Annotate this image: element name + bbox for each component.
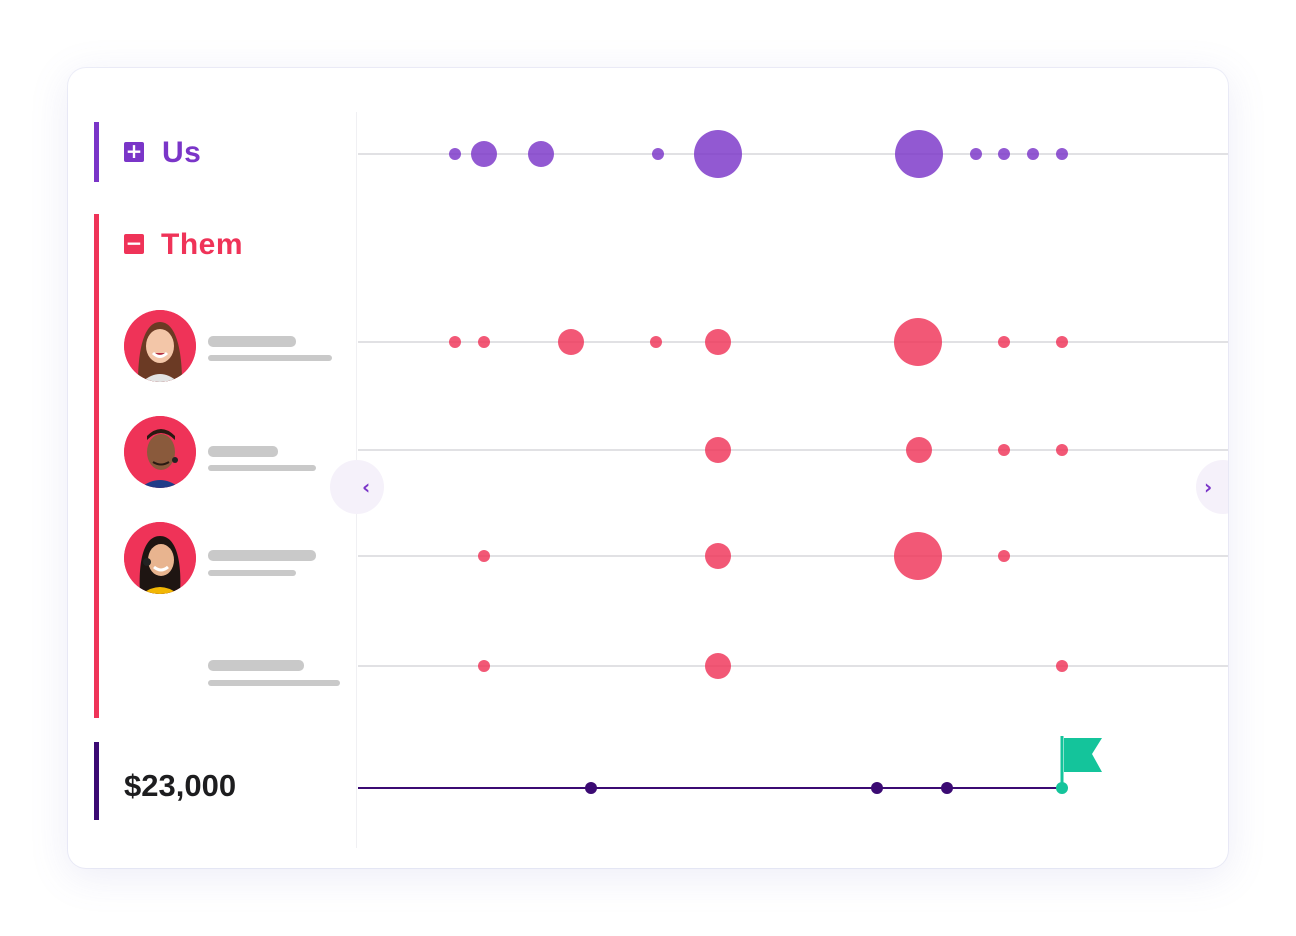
activity-dot[interactable]: [970, 148, 982, 160]
activity-dot[interactable]: [998, 148, 1010, 160]
activity-dot[interactable]: [998, 550, 1010, 562]
activity-dot[interactable]: [705, 653, 731, 679]
activity-dot[interactable]: [652, 148, 664, 160]
activity-dot[interactable]: [558, 329, 584, 355]
plus-square-icon[interactable]: +: [124, 139, 144, 163]
us-group-indicator: [94, 122, 99, 182]
activity-dot[interactable]: [1056, 444, 1068, 456]
activity-dot[interactable]: [705, 437, 731, 463]
activity-dot[interactable]: [478, 660, 490, 672]
activity-dot[interactable]: [1056, 148, 1068, 160]
detail-placeholder: [208, 570, 296, 576]
activity-dot[interactable]: [478, 550, 490, 562]
activity-dot[interactable]: [449, 336, 461, 348]
participants-panel: + Us − Them: [68, 68, 356, 868]
them-group-title[interactable]: Them: [161, 228, 244, 261]
avatar-person-1: [124, 310, 196, 382]
activity-timeline: [358, 130, 1228, 794]
activity-dot[interactable]: [1027, 148, 1039, 160]
activity-dot[interactable]: [894, 318, 942, 366]
activity-dot[interactable]: [998, 444, 1010, 456]
activity-dot[interactable]: [471, 141, 497, 167]
activity-dot[interactable]: [705, 329, 731, 355]
avatar-person-2: [124, 416, 196, 488]
activity-dot[interactable]: [906, 437, 932, 463]
activity-dot[interactable]: [478, 336, 490, 348]
detail-placeholder: [208, 465, 316, 471]
chevron-left-icon[interactable]: ‹: [330, 460, 384, 514]
goal-dot: [1056, 782, 1068, 794]
milestone-dot[interactable]: [871, 782, 883, 794]
minus-square-icon[interactable]: −: [124, 231, 144, 255]
activity-dot[interactable]: [1056, 660, 1068, 672]
us-group-title[interactable]: Us: [162, 136, 202, 169]
activity-dot[interactable]: [650, 336, 662, 348]
activity-dot[interactable]: [895, 130, 943, 178]
avatar-person-3: [124, 522, 196, 594]
activity-dot[interactable]: [998, 336, 1010, 348]
name-placeholder: [208, 446, 278, 457]
detail-placeholder: [208, 355, 332, 361]
goal-flag-icon: [1064, 738, 1102, 772]
detail-placeholder: [208, 680, 340, 686]
activity-dot[interactable]: [705, 543, 731, 569]
milestone-dot[interactable]: [941, 782, 953, 794]
timeline-card: + Us − Them: [68, 68, 1228, 868]
milestone-dot[interactable]: [585, 782, 597, 794]
name-placeholder: [208, 660, 304, 671]
them-group-indicator: [94, 214, 99, 718]
name-placeholder: [208, 550, 316, 561]
name-placeholder: [208, 336, 296, 347]
deal-amount: $23,000: [124, 768, 237, 803]
activity-dot[interactable]: [449, 148, 461, 160]
activity-dot[interactable]: [1056, 336, 1068, 348]
activity-dot[interactable]: [528, 141, 554, 167]
revenue-indicator: [94, 742, 99, 820]
activity-dot[interactable]: [694, 130, 742, 178]
activity-dot[interactable]: [894, 532, 942, 580]
